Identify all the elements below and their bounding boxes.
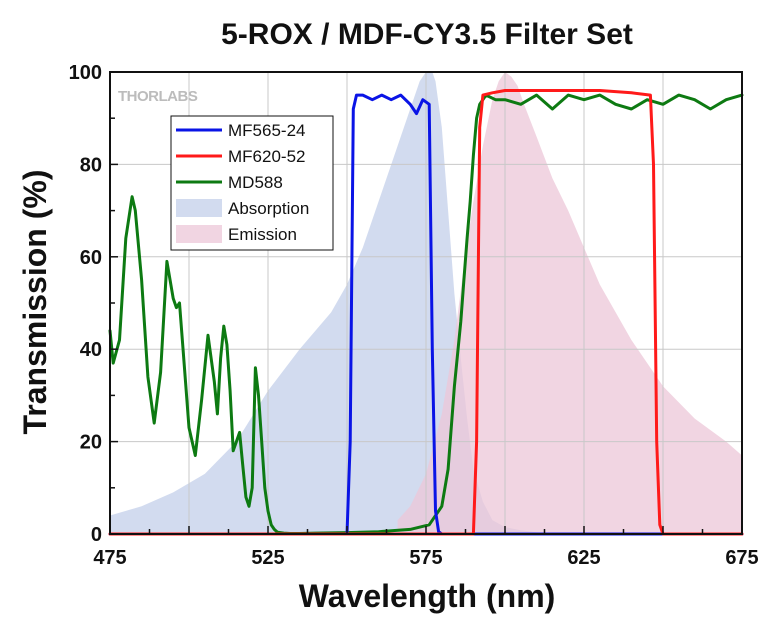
line-md588 — [108, 93, 744, 535]
x-axis-label: Wavelength (nm) — [299, 578, 556, 614]
x-tick-labels: 475 525 575 625 675 — [93, 547, 758, 569]
legend-swatch-absorption — [176, 199, 222, 217]
y-tick-label: 80 — [80, 154, 102, 176]
y-axis-label: Transmission (%) — [17, 170, 53, 435]
axis-ticks — [109, 71, 743, 535]
x-tick-label: 575 — [409, 547, 442, 569]
line-mf565-24 — [108, 93, 744, 536]
y-tick-label: 100 — [69, 62, 102, 84]
x-tick-label: 625 — [567, 547, 600, 569]
legend: MF565-24 MF620-52 MD588 Absorption Emission — [170, 115, 334, 251]
thorlabs-watermark: THORLABS — [118, 88, 198, 105]
legend-label-md588: MD588 — [228, 173, 283, 192]
y-tick-label: 20 — [80, 432, 102, 454]
y-tick-label: 40 — [80, 339, 102, 361]
y-tick-label: 0 — [91, 524, 102, 546]
x-tick-label: 475 — [93, 547, 126, 569]
line-mf620-52 — [108, 89, 744, 536]
legend-label-emission: Emission — [228, 225, 297, 244]
x-tick-label: 675 — [725, 547, 758, 569]
x-tick-label: 525 — [251, 547, 284, 569]
chart-title: 5-ROX / MDF-CY3.5 Filter Set — [221, 18, 633, 51]
legend-label-mf620-52: MF620-52 — [228, 147, 305, 166]
y-tick-label: 60 — [80, 247, 102, 269]
legend-label-absorption: Absorption — [228, 199, 309, 218]
legend-items: MF565-24 MF620-52 MD588 Absorption Emission — [176, 121, 309, 244]
legend-label-mf565-24: MF565-24 — [228, 121, 305, 140]
line-series-layer — [108, 89, 744, 536]
y-tick-labels: 0 20 40 60 80 100 — [69, 62, 102, 546]
legend-swatch-emission — [176, 225, 222, 243]
